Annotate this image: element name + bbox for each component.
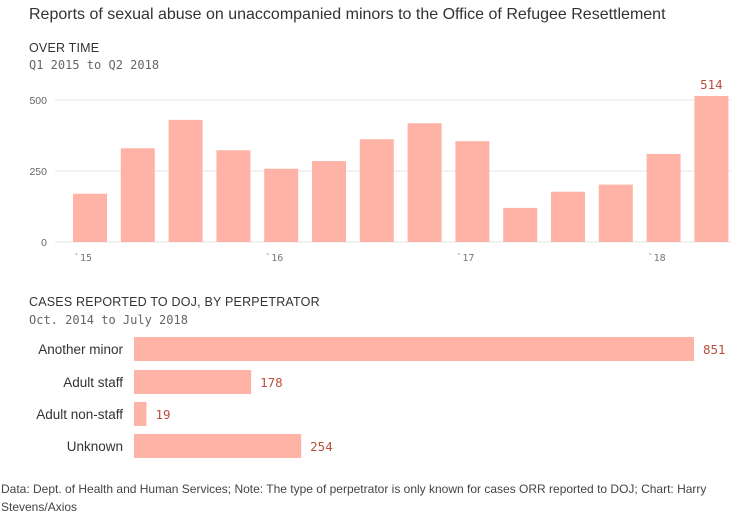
source-note: Data: Dept. of Health and Human Services… (1, 482, 707, 514)
category-label-adult-non-staff: Adult non-staff (36, 407, 123, 422)
doj-cases-range: Oct. 2014 to July 2018 (29, 313, 188, 327)
bar-unknown (134, 434, 302, 458)
bar-value-label: 514 (700, 77, 723, 92)
bar-q4-2015 (216, 150, 251, 242)
bar-q2-2017 (503, 207, 538, 242)
category-label-adult-staff: Adult staff (63, 375, 123, 390)
bar-q1-2016 (264, 168, 299, 242)
chart-title: Reports of sexual abuse on unaccompanied… (29, 6, 666, 23)
bar-adult-non-staff (134, 402, 147, 426)
bar-q3-2015 (168, 119, 203, 242)
value-label-adult-non-staff: 19 (156, 407, 171, 422)
bar-q2-2016 (312, 161, 346, 242)
bar-q2-2018 (694, 96, 729, 242)
bar-adult-staff (134, 370, 252, 394)
x-tick-15: `15 (74, 252, 92, 264)
value-label-unknown: 254 (310, 439, 333, 454)
bar-q1-2015 (73, 193, 107, 242)
doj-cases-label: CASES REPORTED TO DOJ, BY PERPETRATOR (29, 295, 320, 309)
y-tick-0: 0 (41, 237, 47, 249)
over-time-chart: 0 250 500 514 `15 `16 `17 `18 (29, 77, 732, 264)
x-tick-17: `17 (456, 252, 474, 264)
category-label-another-minor: Another minor (38, 342, 123, 357)
bar-another-minor (134, 337, 694, 361)
category-label-unknown: Unknown (67, 439, 123, 454)
value-label-adult-staff: 178 (260, 375, 283, 390)
over-time-label: OVER TIME (29, 41, 100, 55)
x-tick-18: `18 (648, 252, 666, 264)
y-tick-250: 250 (29, 166, 47, 178)
bar-q4-2017 (598, 184, 633, 242)
bar-q1-2018 (646, 153, 681, 242)
value-label-another-minor: 851 (703, 342, 726, 357)
bar-q3-2017 (551, 191, 585, 242)
bar-q1-2017 (455, 141, 490, 242)
bar-q3-2016 (359, 139, 394, 242)
bar-q4-2016 (407, 123, 442, 242)
bar-q2-2015 (120, 148, 155, 242)
y-tick-500: 500 (29, 95, 47, 107)
x-tick-16: `16 (265, 252, 283, 264)
over-time-range: Q1 2015 to Q2 2018 (29, 58, 160, 72)
